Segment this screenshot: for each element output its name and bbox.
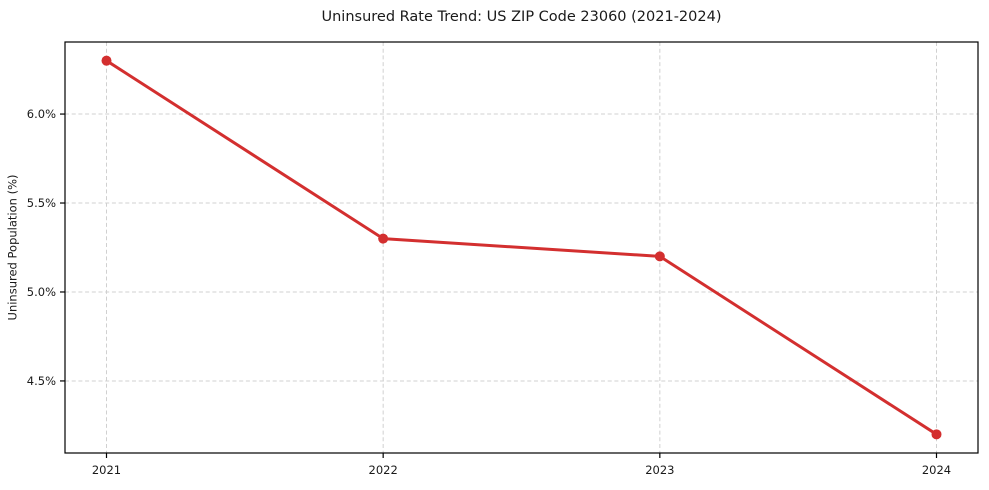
x-tick-label: 2022 [369, 463, 398, 477]
data-point-marker [101, 55, 112, 66]
x-tick-label: 2021 [92, 463, 121, 477]
series-line [105, 59, 938, 436]
plot-border [64, 41, 979, 454]
y-axis-label: Uninsured Population (%) [6, 175, 20, 321]
y-tick-label: 4.5% [27, 374, 56, 388]
data-point-marker [654, 251, 665, 262]
data-point-marker [931, 429, 942, 440]
grid-layer [65, 42, 978, 453]
plot-layer [101, 55, 942, 440]
y-tick-label: 5.5% [27, 196, 56, 210]
x-tick-label: 2024 [922, 463, 951, 477]
data-point-marker [378, 233, 389, 244]
y-tick-label: 6.0% [27, 107, 56, 121]
axis-layer: 4.5% 5.0% 5.5% 6.0% 2021 2022 2023 2024 [27, 41, 979, 477]
chart-title: Uninsured Rate Trend: US ZIP Code 23060 … [322, 9, 722, 25]
y-tick-label: 5.0% [27, 285, 56, 299]
x-tick-label: 2023 [645, 463, 674, 477]
